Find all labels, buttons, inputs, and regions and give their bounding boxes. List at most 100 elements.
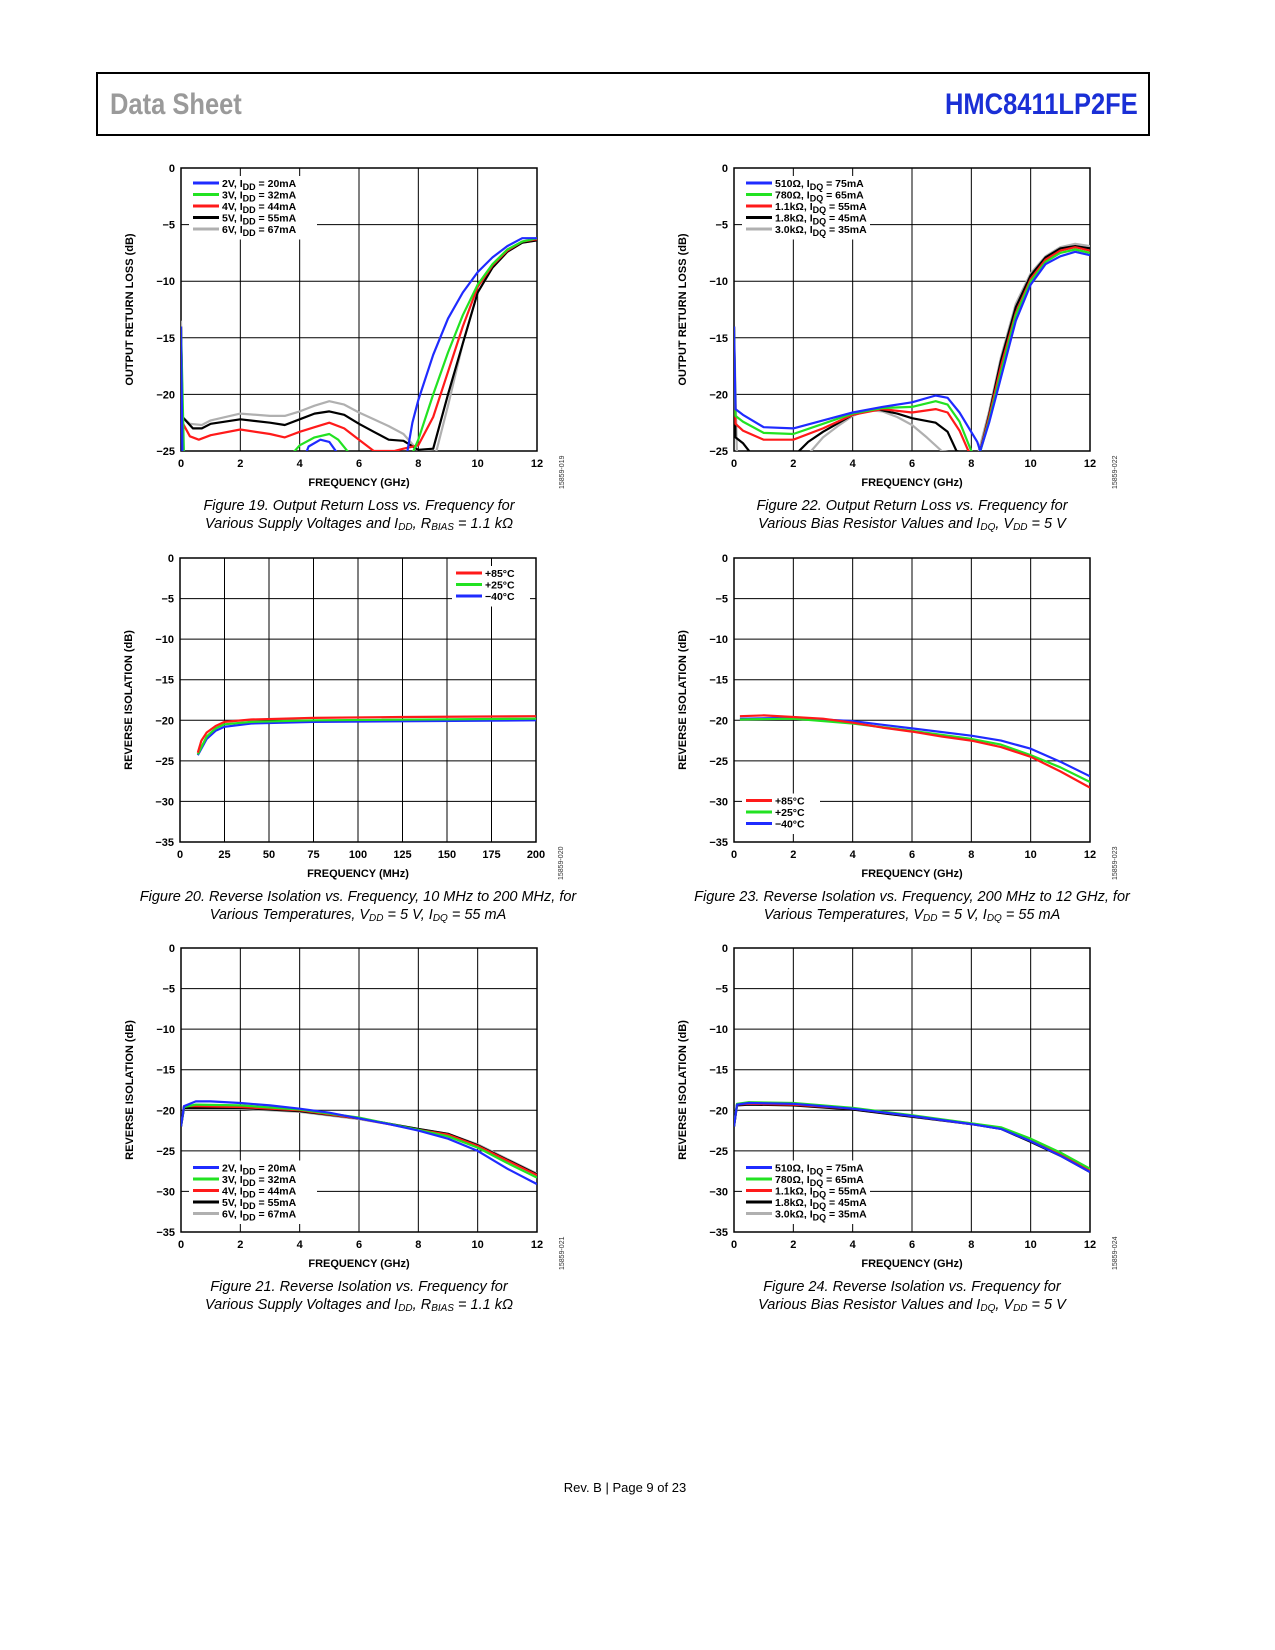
figure-id: 15859-022: [1112, 455, 1119, 489]
y-tick-label: −15: [709, 333, 728, 345]
y-tick-label: −15: [156, 1065, 175, 1077]
y-tick-label: −25: [156, 1146, 175, 1158]
x-tick-label: 12: [1084, 458, 1096, 470]
y-tick-label: −5: [162, 984, 175, 996]
y-tick-label: −25: [156, 446, 175, 458]
legend: +85°C+25°C−40°C: [452, 566, 530, 607]
x-tick-label: 12: [1084, 849, 1096, 861]
legend-label: 5V, IDD = 55mA: [222, 1197, 297, 1211]
y-axis-title: OUTPUT RETURN LOSS (dB): [677, 233, 689, 385]
y-tick-label: −30: [156, 1186, 175, 1198]
series-line: [181, 1100, 537, 1186]
y-axis-title: REVERSE ISOLATION (dB): [123, 630, 135, 770]
series-line: [739, 714, 1090, 789]
series-line: [196, 719, 536, 756]
page-footer: Rev. B | Page 9 of 23: [563, 1480, 687, 1495]
figure-id: 15859-024: [1112, 1236, 1119, 1270]
legend-label: 3V, IDD = 32mA: [222, 1174, 297, 1188]
y-tick-label: 0: [722, 163, 728, 175]
plot-frame: [180, 947, 538, 1233]
chart-fig23: 0 2 4 6 8 10 12 0 −5 −10 −15 −20 −25 −30 −35 FREQUENCY …: [677, 553, 1096, 880]
legend-label: 6V, IDD = 67mA: [222, 1209, 297, 1223]
x-tick-label: 6: [909, 1239, 915, 1251]
x-tick-label: 10: [472, 458, 484, 470]
x-tick-label: 12: [1084, 1239, 1096, 1251]
x-tick-label: 0: [178, 1239, 184, 1251]
x-tick-label: 0: [177, 849, 183, 861]
y-tick-label: −25: [709, 446, 728, 458]
y-tick-label: −10: [156, 1024, 175, 1036]
x-tick-label: 25: [218, 849, 230, 861]
x-tick-label: 4: [850, 849, 857, 861]
legend-label: +85°C: [775, 796, 805, 808]
legend-label: 1.1kΩ, IDQ = 55mA: [775, 1186, 867, 1200]
series-line: [734, 250, 1090, 451]
chart-fig22: 0 2 4 6 8 10 12 0 −5 −10 −15 −20 −25 FREQUENCY (GHz) O…: [677, 163, 1096, 489]
x-tick-label: 200: [527, 849, 545, 861]
legend-label: 1.1kΩ, IDQ = 55mA: [775, 201, 867, 215]
legend-label: 510Ω, IDQ = 75mA: [775, 1163, 864, 1177]
y-tick-label: −25: [709, 756, 728, 768]
y-tick-label: −20: [709, 1105, 728, 1117]
legend-label: 4V, IDD = 44mA: [222, 201, 297, 215]
y-tick-label: −30: [709, 1186, 728, 1198]
figure-id: 15859-021: [559, 1236, 566, 1270]
x-tick-label: 150: [438, 849, 456, 861]
y-tick-label: −5: [715, 220, 728, 232]
series-line: [739, 716, 1090, 778]
x-tick-label: 175: [482, 849, 500, 861]
y-axis-title: OUTPUT RETURN LOSS (dB): [124, 233, 136, 385]
figure-caption: Figure 19. Output Return Loss vs. Freque…: [203, 498, 515, 533]
y-tick-label: −5: [715, 984, 728, 996]
y-tick-label: −35: [709, 1227, 728, 1239]
x-tick-label: 2: [790, 458, 796, 470]
figure-caption: Figure 20. Reverse Isolation vs. Frequen…: [139, 889, 577, 924]
x-tick-label: 50: [263, 849, 275, 861]
legend-label: 780Ω, IDQ = 65mA: [775, 190, 864, 204]
y-tick-label: −35: [156, 1227, 175, 1239]
chart-fig19: 0 2 4 6 8 10 12 0 −5 −10 −15 −20 −25 FREQUENCY (GHz) O…: [124, 163, 543, 489]
legend-label: 6V, IDD = 67mA: [222, 224, 297, 238]
page-header: Data Sheet HMC8411LP2FE: [96, 72, 1150, 136]
x-tick-label: 2: [237, 458, 243, 470]
y-tick-label: −25: [709, 1146, 728, 1158]
y-tick-label: −20: [156, 1105, 175, 1117]
x-tick-label: 4: [850, 1239, 857, 1251]
series-line: [734, 246, 1090, 451]
legend-label: 2V, IDD = 20mA: [222, 1163, 297, 1177]
x-tick-label: 4: [297, 458, 304, 470]
figure-caption: Figure 22. Output Return Loss vs. Freque…: [756, 498, 1068, 533]
x-tick-label: 6: [356, 1239, 362, 1251]
y-tick-label: −10: [709, 276, 728, 288]
y-tick-label: −10: [709, 1024, 728, 1036]
x-tick-label: 75: [307, 849, 319, 861]
y-tick-label: −30: [709, 796, 728, 808]
x-tick-label: 4: [850, 458, 857, 470]
x-tick-label: 125: [393, 849, 411, 861]
legend-label: 1.8kΩ, IDQ = 45mA: [775, 213, 867, 227]
y-tick-label: −5: [715, 594, 728, 606]
y-tick-label: −20: [155, 715, 174, 727]
legend-label: 510Ω, IDQ = 75mA: [775, 178, 864, 192]
y-tick-label: −15: [709, 1065, 728, 1077]
x-tick-label: 10: [472, 1239, 484, 1251]
y-tick-label: −20: [156, 389, 175, 401]
x-axis-title: FREQUENCY (GHz): [861, 868, 963, 880]
y-tick-label: 0: [169, 163, 175, 175]
y-tick-label: 0: [168, 553, 174, 565]
series-line: [181, 239, 537, 451]
series-line: [181, 237, 537, 451]
x-tick-label: 0: [731, 1239, 737, 1251]
y-axis-title: REVERSE ISOLATION (dB): [677, 630, 689, 770]
chart-fig20: 0 25 50 75 100 125 150 175 200 0 −5 −10 −15 −20 −25 −30…: [123, 553, 545, 880]
series-line: [196, 717, 536, 755]
y-tick-label: −5: [162, 220, 175, 232]
y-tick-label: −30: [155, 796, 174, 808]
x-tick-label: 0: [731, 458, 737, 470]
x-tick-label: 0: [731, 849, 737, 861]
y-tick-label: −15: [156, 333, 175, 345]
y-tick-label: 0: [169, 943, 175, 955]
